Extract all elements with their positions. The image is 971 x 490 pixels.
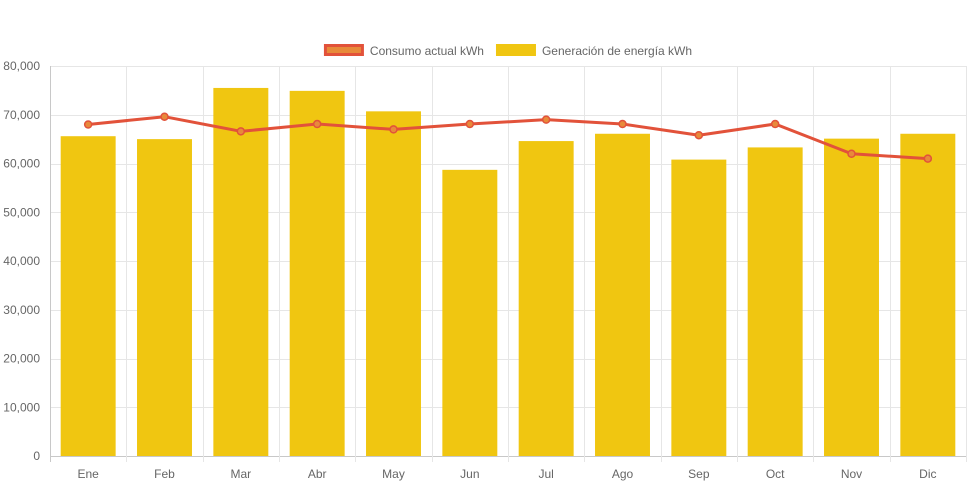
x-tick-label: Oct xyxy=(766,467,785,481)
y-tick-label: 0 xyxy=(33,449,40,463)
line-consumo xyxy=(88,115,928,161)
x-tick-label: Feb xyxy=(154,467,175,481)
x-tick-label: Mar xyxy=(230,467,251,481)
legend-label: Consumo actual kWh xyxy=(370,44,484,58)
x-tick-label: Dic xyxy=(919,467,936,481)
point-abr[interactable] xyxy=(312,119,322,129)
point-may[interactable] xyxy=(389,125,398,134)
y-tick-label: 40,000 xyxy=(3,254,40,268)
point-oct[interactable] xyxy=(770,119,780,129)
legend-swatch xyxy=(495,44,536,56)
x-tick-label: Sep xyxy=(688,467,710,481)
point-sep[interactable] xyxy=(694,130,704,140)
bar-series xyxy=(60,87,956,457)
legend-label: Generación de energía kWh xyxy=(542,44,692,58)
bar-mar[interactable] xyxy=(213,87,269,456)
y-axis: 0 10,000 20,000 30,000 40,000 50,000 60,000 70,… xyxy=(3,59,40,463)
legend-item[interactable]: Generación de energía kWh xyxy=(495,44,692,58)
y-tick-label: 30,000 xyxy=(3,303,40,317)
bar-nov[interactable] xyxy=(824,138,879,456)
line-series xyxy=(83,112,933,163)
legend-swatch xyxy=(323,44,364,56)
point-dic[interactable] xyxy=(923,154,933,163)
x-tick-label: Nov xyxy=(841,467,862,481)
x-tick-label: May xyxy=(382,467,405,481)
bar-abr[interactable] xyxy=(289,90,345,457)
bar-ene[interactable] xyxy=(60,136,116,456)
y-tick-label: 50,000 xyxy=(3,205,40,219)
x-tick-label: Abr xyxy=(308,467,327,481)
y-tick-label: 70,000 xyxy=(3,108,40,122)
bar-jun[interactable] xyxy=(442,169,498,456)
chart-grid xyxy=(50,66,967,462)
y-tick-label: 60,000 xyxy=(3,157,40,171)
point-mar[interactable] xyxy=(236,127,246,136)
chart-legend: Consumo actual kWh Generación de energía … xyxy=(323,44,692,58)
x-tick-label: Ago xyxy=(612,467,634,481)
point-nov[interactable] xyxy=(847,149,856,158)
point-ene[interactable] xyxy=(83,120,93,129)
x-tick-label: Jul xyxy=(538,467,553,481)
bar-oct[interactable] xyxy=(747,147,803,456)
point-jun[interactable] xyxy=(465,119,475,129)
bar-ago[interactable] xyxy=(595,133,650,456)
y-tick-label: 80,000 xyxy=(3,59,40,73)
bar-dic[interactable] xyxy=(900,133,956,456)
legend-item[interactable]: Consumo actual kWh xyxy=(323,44,484,58)
bar-jul[interactable] xyxy=(518,141,574,456)
bar-feb[interactable] xyxy=(137,139,192,456)
bar-may[interactable] xyxy=(366,111,421,457)
point-ago[interactable] xyxy=(618,119,627,129)
y-tick-label: 10,000 xyxy=(3,400,40,414)
x-axis: Ene Feb Mar Abr May Jun Jul Ago Sep Oct Nov Dic xyxy=(77,467,936,481)
point-feb[interactable] xyxy=(160,112,169,121)
point-jul[interactable] xyxy=(541,115,551,124)
bar-sep[interactable] xyxy=(671,159,727,456)
x-tick-label: Ene xyxy=(77,467,99,481)
x-tick-label: Jun xyxy=(460,467,479,481)
y-tick-label: 20,000 xyxy=(3,352,40,366)
